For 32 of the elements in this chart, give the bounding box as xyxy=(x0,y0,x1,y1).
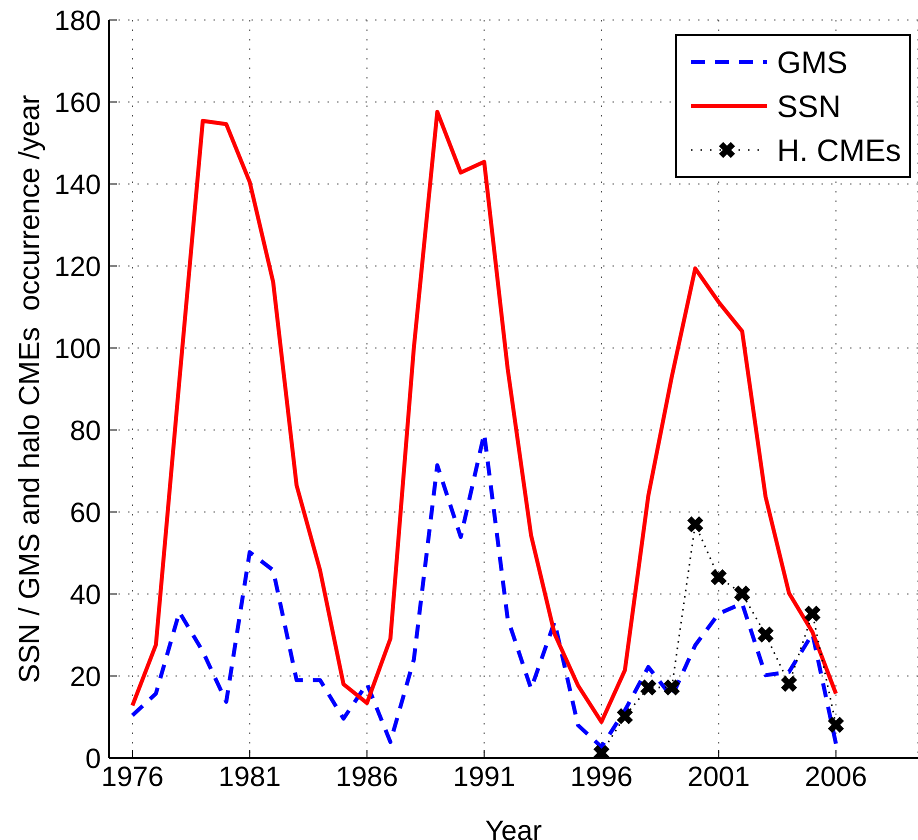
y-tick-label: 80 xyxy=(70,414,101,446)
legend-label: H. CMEs xyxy=(777,132,901,168)
point xyxy=(640,680,656,696)
y-tick-label: 100 xyxy=(54,332,101,364)
x-tick-label: 1976 xyxy=(101,760,164,792)
y-axis-title: SSN / GMS and halo CMEs occurrence /year xyxy=(14,94,46,684)
point xyxy=(710,569,726,585)
x-tick-label: 2001 xyxy=(688,760,750,792)
y-tick-label: 160 xyxy=(54,86,101,118)
y-tick-label: 120 xyxy=(54,250,101,282)
y-tick-label: 0 xyxy=(85,742,101,774)
point xyxy=(734,586,750,602)
y-tick-label: 60 xyxy=(70,496,101,528)
point xyxy=(781,676,797,692)
y-tick-label: 20 xyxy=(70,660,101,692)
legend-label: SSN xyxy=(777,88,841,124)
x-tick-label: 2006 xyxy=(804,760,868,792)
point xyxy=(687,516,703,532)
legend-label: GMS xyxy=(777,44,848,80)
point xyxy=(617,708,633,724)
y-tick-label: 180 xyxy=(54,4,101,36)
y-tick-label: 40 xyxy=(70,578,101,610)
x-tick-label: 1986 xyxy=(336,760,398,792)
point xyxy=(804,606,820,622)
x-tick-label: 1996 xyxy=(570,760,633,792)
point xyxy=(664,680,680,696)
x-axis-title: Year xyxy=(485,815,542,840)
x-tick-label: 1981 xyxy=(218,760,281,792)
point xyxy=(828,717,844,733)
x-tick-label: 1991 xyxy=(453,760,516,792)
point xyxy=(758,626,774,642)
y-tick-label: 140 xyxy=(54,168,101,200)
